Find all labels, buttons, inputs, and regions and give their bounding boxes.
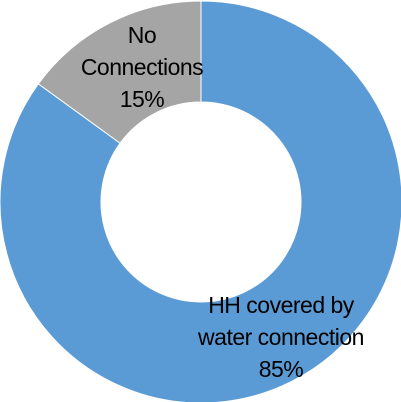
slice-label-0: HH covered by water connection 85%	[197, 292, 364, 382]
slice-category-label: HH covered by	[208, 292, 355, 318]
slice-category-label: Connections	[81, 54, 203, 80]
chart-labels: HH covered by water connection 85% No Connec…	[81, 22, 365, 382]
slice-percent-label: 15%	[120, 86, 165, 112]
slice-percent-label: 85%	[259, 356, 304, 382]
slice-category-label: water connection	[197, 324, 364, 350]
slice-category-label: No	[128, 22, 156, 48]
slice-label-1: No Connections 15%	[81, 22, 203, 112]
slice-1	[37, 0, 202, 144]
